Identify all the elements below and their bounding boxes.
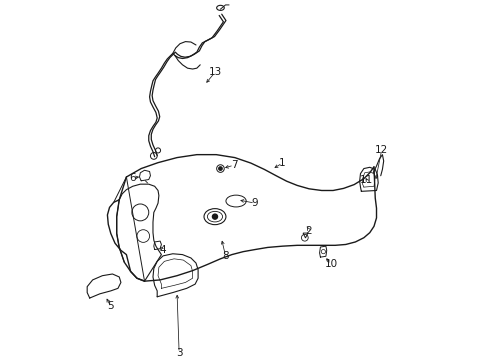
Text: 11: 11 — [360, 175, 373, 185]
Text: 8: 8 — [222, 251, 228, 261]
Circle shape — [218, 167, 222, 170]
Text: 12: 12 — [374, 145, 387, 156]
Text: 4: 4 — [159, 244, 165, 255]
Circle shape — [212, 214, 217, 219]
Text: 13: 13 — [208, 67, 221, 77]
Text: 10: 10 — [324, 259, 337, 269]
Text: 9: 9 — [251, 198, 258, 208]
Text: 2: 2 — [305, 226, 312, 235]
Text: 7: 7 — [230, 160, 237, 170]
Text: 6: 6 — [129, 173, 136, 183]
Text: 3: 3 — [176, 348, 182, 358]
Text: 1: 1 — [279, 158, 285, 168]
Text: 5: 5 — [107, 301, 114, 311]
